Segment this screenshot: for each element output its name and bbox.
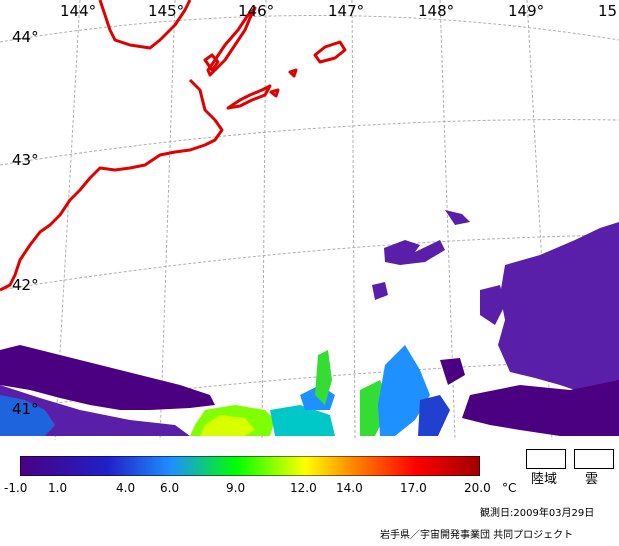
sst-patch-warm [315, 350, 332, 405]
parallel-line [0, 15, 619, 43]
sea-surface-temperature-map: 144° 145° 146° 147° 148° 149° 15 44° 43°… [0, 0, 619, 440]
coastline [0, 0, 347, 292]
parallel-line [0, 234, 619, 291]
colorbar-tick-label: 6.0 [160, 481, 180, 495]
sst-patch-mid [378, 345, 430, 436]
longitude-label: 147° [328, 2, 365, 20]
longitude-label: 15 [598, 2, 618, 20]
cloud-legend-box [574, 449, 614, 469]
meridian-line [261, 0, 267, 440]
colorbar-tick-label: 12.0 [290, 481, 317, 495]
meridian-line [159, 0, 176, 440]
kuril-island [269, 88, 280, 98]
colorbar-tick-label: 17.0 [400, 481, 427, 495]
sst-patch-mid [0, 395, 55, 436]
longitude-label: 149° [508, 2, 545, 20]
sst-patch-cold [498, 222, 619, 395]
colorbar-tick-label: 9.0 [226, 481, 246, 495]
latitude-label: 41° [12, 400, 39, 418]
sst-patch-cold [0, 345, 215, 410]
kuril-island [226, 84, 272, 110]
temperature-colorbar [19, 455, 481, 477]
kuril-island [206, 6, 257, 77]
sst-patch-cold [384, 240, 445, 265]
latitude-label: 43° [12, 151, 39, 169]
meridian-line [351, 0, 356, 440]
colorbar-tick-label: 14.0 [336, 481, 363, 495]
sst-patch-mid [418, 395, 450, 436]
sst-patch-cold [480, 285, 505, 325]
hokkaido-coast [98, 0, 192, 50]
land-legend-box [526, 449, 566, 469]
colorbar-gradient [19, 455, 481, 477]
cloud-legend-label: 雲 [585, 472, 599, 487]
map-canvas [0, 0, 619, 440]
sst-patch-cold [445, 210, 470, 225]
kuril-island [313, 40, 347, 64]
observation-date: 観測日:2009年03月29日 [480, 508, 595, 519]
credit-text: 岩手県／宇宙開発事業団 共同プロジェクト [380, 530, 574, 541]
sst-patch-mid [270, 405, 335, 436]
sst-patches [0, 210, 619, 436]
colorbar-tick-label: 1.0 [48, 481, 68, 495]
longitude-label: 148° [418, 2, 455, 20]
colorbar-tick-label: -1.0 [4, 481, 28, 495]
hokkaido-coast [0, 78, 224, 292]
colorbar-tick-label: 4.0 [116, 481, 136, 495]
sst-patch-cold [372, 282, 388, 300]
land-legend-label: 陸域 [531, 472, 558, 487]
latitude-label: 42° [12, 276, 39, 294]
kuril-island [203, 53, 220, 72]
longitude-label: 146° [238, 2, 275, 20]
sst-patch-cold [462, 380, 619, 436]
colorbar-unit: °C [502, 481, 517, 495]
longitude-label: 144° [60, 2, 97, 20]
sst-patch-cold [440, 358, 465, 385]
sst-patch-warm [200, 415, 255, 436]
longitude-label: 145° [148, 2, 185, 20]
colorbar-tick-label: 20.0 [464, 481, 491, 495]
kuril-island [288, 68, 298, 78]
parallel-line [0, 119, 619, 166]
latitude-label: 44° [12, 28, 39, 46]
